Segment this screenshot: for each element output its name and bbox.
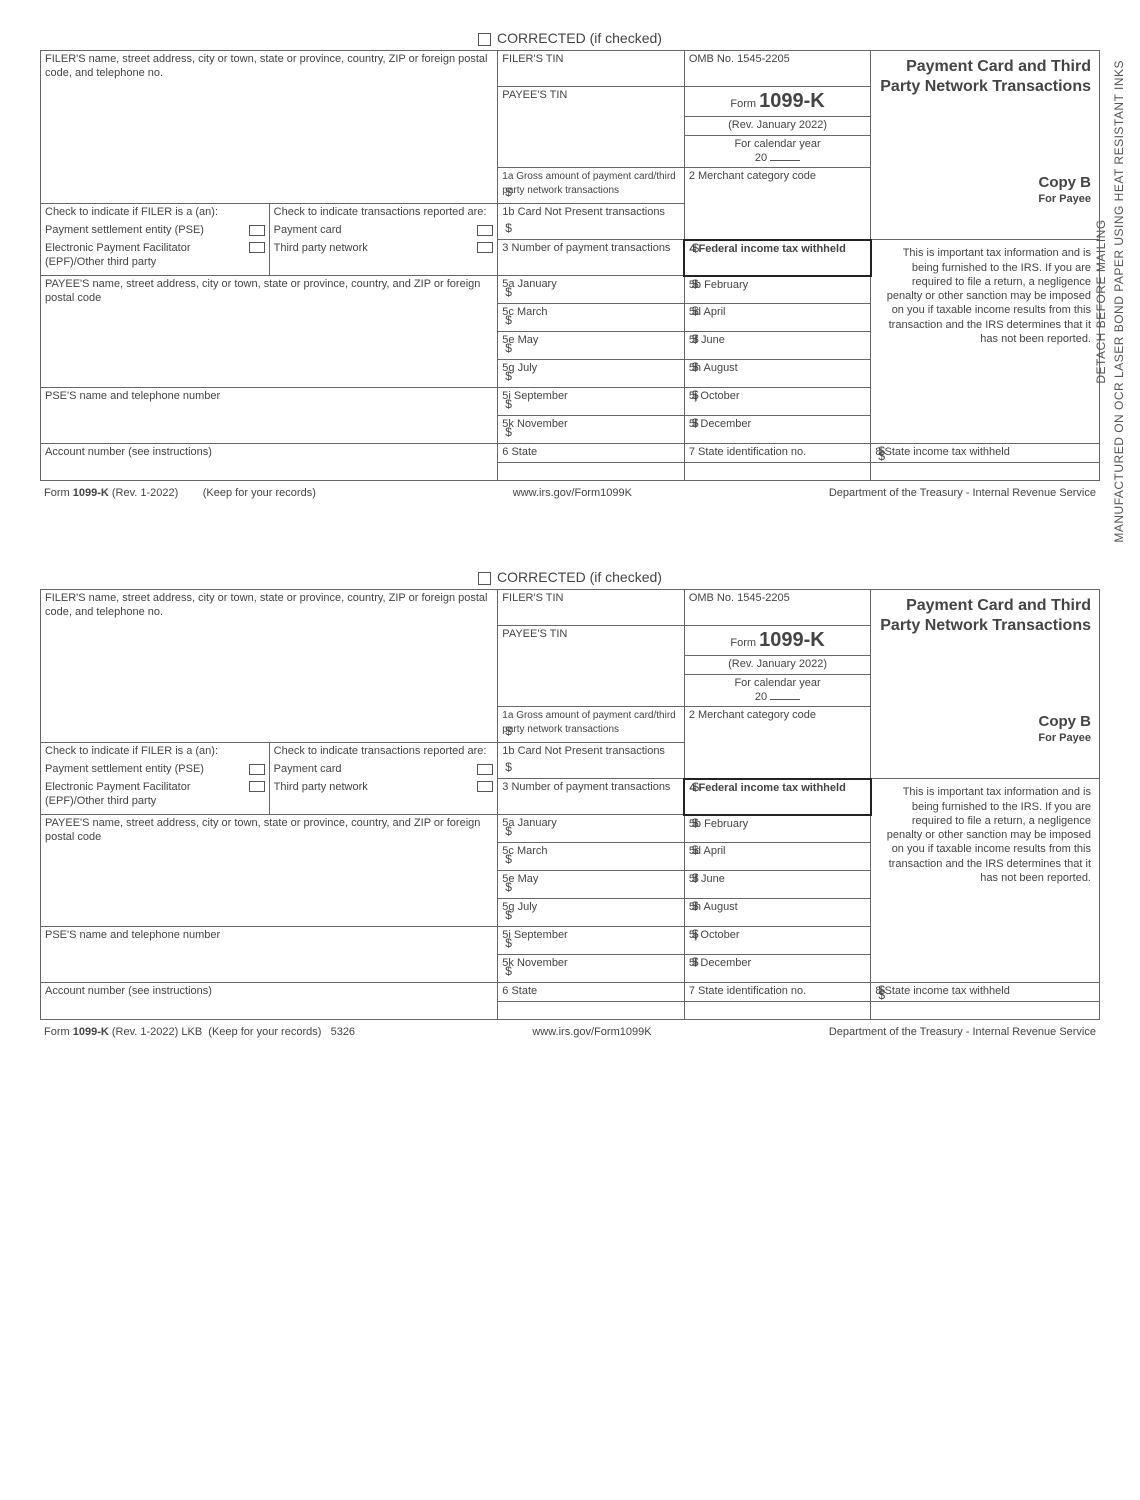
box-5h[interactable]: 5h August$ — [684, 360, 871, 388]
form-title: Payment Card and Third Party Network Tra… — [871, 590, 1100, 707]
box-5k[interactable]: 5k November$ — [498, 416, 685, 444]
form-number: Form 1099-K — [684, 87, 871, 117]
box-5b[interactable]: 5b February$ — [684, 276, 871, 304]
box-6a[interactable]: 6 State — [498, 983, 685, 1002]
corrected-row: CORRECTED (if checked) — [40, 30, 1100, 46]
side-print-text: DETACH BEFORE MAILING MANUFACTURED ON OC… — [1092, 60, 1128, 543]
form-footer: Form 1099-K (Rev. 1-2022) (Keep for your… — [40, 487, 1100, 499]
filer-type-checks: Check to indicate if FILER is a (an): Pa… — [41, 204, 270, 276]
corrected-checkbox[interactable] — [478, 572, 491, 585]
revision: (Rev. January 2022) — [684, 656, 871, 675]
box-5c[interactable]: 5c March$ — [498, 304, 685, 332]
calendar-year[interactable]: For calendar year20 — [684, 135, 871, 168]
box-5d[interactable]: 5d April$ — [684, 304, 871, 332]
payee-address[interactable]: PAYEE'S name, street address, city or to… — [41, 815, 498, 927]
box-4[interactable]: 4 Federal income tax withheld$ — [684, 779, 871, 815]
corrected-checkbox[interactable] — [478, 33, 491, 46]
omb-no: OMB No. 1545-2205 — [684, 590, 871, 626]
pse-checkbox[interactable] — [249, 764, 265, 775]
revision: (Rev. January 2022) — [684, 117, 871, 136]
box-6b[interactable] — [498, 463, 685, 481]
box-7a[interactable]: 7 State identification no. — [684, 983, 871, 1002]
box-1a[interactable]: 1a Gross amount of payment card/third pa… — [498, 707, 685, 743]
box-5d[interactable]: 5d April$ — [684, 843, 871, 871]
box-7b[interactable] — [684, 1002, 871, 1020]
pse-name-phone[interactable]: PSE'S name and telephone number — [41, 927, 498, 983]
payee-address[interactable]: PAYEE'S name, street address, city or to… — [41, 276, 498, 388]
box-7a[interactable]: 7 State identification no. — [684, 444, 871, 463]
filers-tin[interactable]: FILER'S TIN — [498, 590, 685, 626]
box-1a[interactable]: 1a Gross amount of payment card/third pa… — [498, 168, 685, 204]
pse-name-phone[interactable]: PSE'S name and telephone number — [41, 388, 498, 444]
box-1b[interactable]: 1b Card Not Present transactions$ — [498, 743, 685, 779]
transaction-type-checks: Check to indicate transactions reported … — [269, 743, 498, 815]
pse-checkbox[interactable] — [249, 225, 265, 236]
filer-type-checks: Check to indicate if FILER is a (an): Pa… — [41, 743, 270, 815]
box-5a[interactable]: 5a January$ — [498, 276, 685, 304]
box-5f[interactable]: 5f June$ — [684, 332, 871, 360]
omb-no: OMB No. 1545-2205 — [684, 51, 871, 87]
box-2[interactable]: 2 Merchant category code — [684, 707, 871, 779]
form-footer: Form 1099-K (Rev. 1-2022) LKB (Keep for … — [40, 1026, 1100, 1038]
box-6a[interactable]: 6 State — [498, 444, 685, 463]
account-number[interactable]: Account number (see instructions) — [41, 983, 498, 1020]
box-8b[interactable]: $ — [871, 463, 1100, 481]
notice-text: This is important tax information and is… — [871, 240, 1100, 444]
box-8a[interactable]: 8 State income tax withheld$ — [871, 444, 1100, 463]
epf-checkbox[interactable] — [249, 781, 265, 792]
box-5f[interactable]: 5f June$ — [684, 871, 871, 899]
copy-designation: Copy B For Payee — [871, 707, 1100, 779]
box-5l[interactable]: 5l December$ — [684, 416, 871, 444]
box-5h[interactable]: 5h August$ — [684, 899, 871, 927]
notice-text: This is important tax information and is… — [871, 779, 1100, 983]
form-1099k-copy1: CORRECTED (if checked) FILER'S name, str… — [40, 30, 1100, 499]
box-8a[interactable]: 8 State income tax withheld$ — [871, 983, 1100, 1002]
box-5i[interactable]: 5i September$ — [498, 388, 685, 416]
box-4[interactable]: 4 Federal income tax withheld$ — [684, 240, 871, 276]
transaction-type-checks: Check to indicate transactions reported … — [269, 204, 498, 276]
box-5k[interactable]: 5k November$ — [498, 955, 685, 983]
box-5j[interactable]: 5j October$ — [684, 927, 871, 955]
box-5g[interactable]: 5g July$ — [498, 899, 685, 927]
paycard-checkbox[interactable] — [477, 225, 493, 236]
filer-address[interactable]: FILER'S name, street address, city or to… — [41, 590, 498, 743]
copy-designation: Copy B For Payee — [871, 168, 1100, 240]
box-5c[interactable]: 5c March$ — [498, 843, 685, 871]
tpn-checkbox[interactable] — [477, 781, 493, 792]
calendar-year[interactable]: For calendar year20 — [684, 674, 871, 707]
filers-tin[interactable]: FILER'S TIN — [498, 51, 685, 87]
form-1099k-copy2: CORRECTED (if checked) FILER'S name, str… — [40, 569, 1100, 1038]
filer-address[interactable]: FILER'S name, street address, city or to… — [41, 51, 498, 204]
form-number: Form 1099-K — [684, 626, 871, 656]
box-2[interactable]: 2 Merchant category code — [684, 168, 871, 240]
box-5e[interactable]: 5e May$ — [498, 332, 685, 360]
payees-tin[interactable]: PAYEE'S TIN — [498, 626, 685, 707]
box-5e[interactable]: 5e May$ — [498, 871, 685, 899]
box-8b[interactable]: $ — [871, 1002, 1100, 1020]
epf-checkbox[interactable] — [249, 242, 265, 253]
box-3[interactable]: 3 Number of payment transactions — [498, 779, 685, 815]
box-5j[interactable]: 5j October$ — [684, 388, 871, 416]
box-7b[interactable] — [684, 463, 871, 481]
box-5i[interactable]: 5i September$ — [498, 927, 685, 955]
form-title: Payment Card and Third Party Network Tra… — [871, 51, 1100, 168]
box-5l[interactable]: 5l December$ — [684, 955, 871, 983]
paycard-checkbox[interactable] — [477, 764, 493, 775]
box-6b[interactable] — [498, 1002, 685, 1020]
box-5a[interactable]: 5a January$ — [498, 815, 685, 843]
account-number[interactable]: Account number (see instructions) — [41, 444, 498, 481]
box-3[interactable]: 3 Number of payment transactions — [498, 240, 685, 276]
payees-tin[interactable]: PAYEE'S TIN — [498, 87, 685, 168]
tpn-checkbox[interactable] — [477, 242, 493, 253]
box-5g[interactable]: 5g July$ — [498, 360, 685, 388]
corrected-row: CORRECTED (if checked) — [40, 569, 1100, 585]
box-1b[interactable]: 1b Card Not Present transactions$ — [498, 204, 685, 240]
box-5b[interactable]: 5b February$ — [684, 815, 871, 843]
